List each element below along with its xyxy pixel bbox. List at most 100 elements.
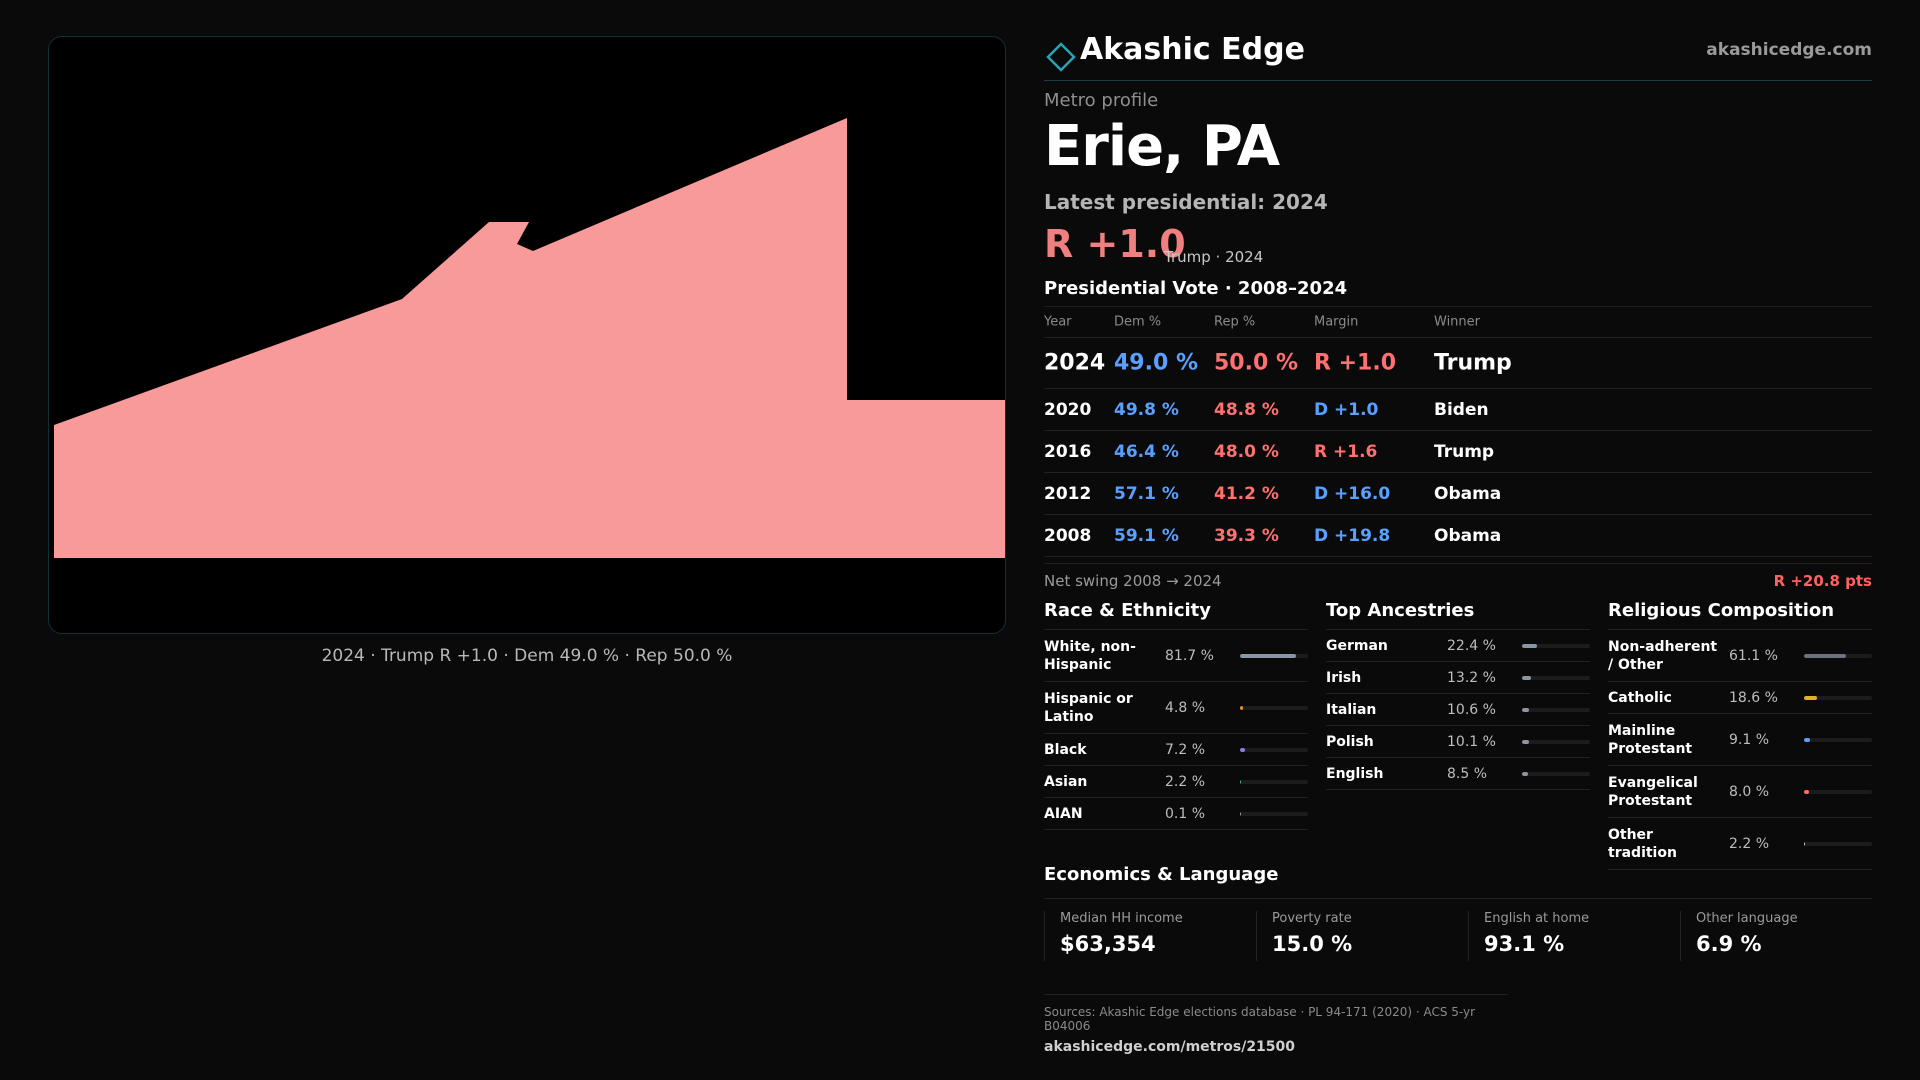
header-winner: Winner [1434, 314, 1481, 330]
brand-header: Akashic Edge akashicedge.com [1044, 32, 1872, 81]
stat-label: Catholic [1608, 689, 1672, 706]
stat-bar [1804, 789, 1872, 794]
row-dem: 59.1 % [1114, 525, 1179, 546]
stat-row: Mainline Protestant 9.1 % [1608, 714, 1872, 766]
stat-row: Black 7.2 % [1044, 734, 1308, 766]
stat-bar [1522, 707, 1590, 712]
econ-poverty: Poverty rate 15.0 % [1256, 911, 1468, 961]
county-map[interactable] [49, 37, 1006, 634]
stat-label: German [1326, 637, 1388, 654]
vote-table-title: Presidential Vote · 2008–2024 [1044, 278, 1348, 299]
latest-margin: R +1.0 [1044, 222, 1186, 266]
county-shape[interactable] [54, 118, 1006, 558]
stat-label: Italian [1326, 701, 1377, 718]
row-margin: D +19.8 [1314, 525, 1391, 546]
table-row[interactable]: 2008 59.1 % 39.3 % D +19.8 Obama [1044, 515, 1872, 557]
stat-label: Black [1044, 741, 1087, 758]
row-margin: R +1.6 [1314, 441, 1378, 462]
brand-name: Akashic Edge [1080, 32, 1305, 67]
stat-value: 22.4 % [1447, 637, 1496, 654]
stat-value: 81.7 % [1165, 647, 1214, 664]
row-rep: 39.3 % [1214, 525, 1279, 546]
stat-value: 10.1 % [1447, 733, 1496, 750]
header-dem: Dem % [1114, 314, 1162, 330]
stat-value: 0.1 % [1165, 805, 1206, 822]
economics-row: Median HH income $63,354 Poverty rate 15… [1044, 898, 1872, 967]
stat-row: Non-adherent / Other 61.1 % [1608, 630, 1872, 682]
stat-label: AIAN [1044, 805, 1083, 822]
stat-bar [1522, 739, 1590, 744]
stat-bar-fill [1240, 705, 1244, 710]
row-winner: Obama [1434, 483, 1502, 504]
religion-title: Religious Composition [1608, 600, 1835, 621]
header-margin: Margin [1314, 314, 1359, 330]
stat-label: White, non-Hispanic [1044, 638, 1136, 673]
stat-bar-fill [1522, 771, 1528, 776]
latest-label: Latest presidential: 2024 [1044, 190, 1328, 214]
stat-row: Italian 10.6 % [1326, 694, 1590, 726]
stat-label: Polish [1326, 733, 1374, 750]
row-winner: Trump [1434, 441, 1495, 462]
stat-label: Mainline Protestant [1608, 722, 1693, 757]
stat-label: Non-adherent / Other [1608, 638, 1718, 673]
stat-bar-fill [1804, 789, 1810, 794]
stat-bar [1522, 675, 1590, 680]
stat-bar [1804, 653, 1872, 658]
stat-value: 4.8 % [1165, 699, 1206, 716]
econ-value: 93.1 % [1484, 932, 1565, 956]
stat-bar-fill [1522, 643, 1538, 648]
stat-bar-fill [1240, 747, 1245, 752]
econ-label: Poverty rate [1272, 911, 1352, 926]
stat-bar [1804, 841, 1872, 846]
econ-value: 15.0 % [1272, 932, 1353, 956]
page-title: Erie, PA [1044, 114, 1280, 179]
sources-text: Sources: Akashic Edge elections database… [1044, 1005, 1476, 1033]
stat-bar-fill [1804, 695, 1817, 700]
stat-bar-fill [1240, 811, 1242, 816]
stat-bar [1804, 695, 1872, 700]
stat-bar [1240, 653, 1308, 658]
stat-bar-fill [1804, 737, 1811, 742]
latest-winner: Trump · 2024 [1164, 248, 1264, 266]
stat-bar [1240, 705, 1308, 710]
row-rep: 41.2 % [1214, 483, 1279, 504]
row-year: 2008 [1044, 525, 1092, 546]
stat-bar-fill [1522, 739, 1529, 744]
row-rep: 48.8 % [1214, 399, 1279, 420]
page-eyebrow: Metro profile [1044, 90, 1159, 111]
table-row[interactable]: 2020 49.8 % 48.8 % D +1.0 Biden [1044, 389, 1872, 431]
race-title: Race & Ethnicity [1044, 600, 1211, 621]
net-swing-label: Net swing 2008 → 2024 [1044, 572, 1222, 590]
stat-label: Other tradition [1608, 826, 1677, 861]
religion-section: Religious Composition Non-adherent / Oth… [1608, 600, 1872, 870]
row-rep: 48.0 % [1214, 441, 1279, 462]
stat-value: 61.1 % [1729, 647, 1778, 664]
stat-bar-fill [1804, 653, 1846, 658]
table-row[interactable]: 2024 49.0 % 50.0 % R +1.0 Trump [1044, 338, 1872, 389]
row-dem: 46.4 % [1114, 441, 1179, 462]
row-winner: Biden [1434, 399, 1489, 420]
row-dem: 57.1 % [1114, 483, 1179, 504]
table-row[interactable]: 2016 46.4 % 48.0 % R +1.6 Trump [1044, 431, 1872, 473]
row-year: 2020 [1044, 399, 1092, 420]
stat-row: Polish 10.1 % [1326, 726, 1590, 758]
stat-value: 18.6 % [1729, 689, 1778, 706]
stat-value: 7.2 % [1165, 741, 1206, 758]
stat-bar-fill [1240, 779, 1242, 784]
stat-value: 8.0 % [1729, 783, 1770, 800]
row-year: 2016 [1044, 441, 1092, 462]
map-panel[interactable] [48, 36, 1006, 634]
row-dem: 49.0 % [1114, 350, 1198, 376]
stat-row: AIAN 0.1 % [1044, 798, 1308, 830]
header-year: Year [1044, 314, 1072, 330]
stat-row: Irish 13.2 % [1326, 662, 1590, 694]
table-row[interactable]: 2012 57.1 % 41.2 % D +16.0 Obama [1044, 473, 1872, 515]
stat-value: 10.6 % [1447, 701, 1496, 718]
row-margin: R +1.0 [1314, 350, 1397, 376]
stat-bar [1804, 737, 1872, 742]
metro-link[interactable]: akashicedge.com/metros/21500 [1044, 1039, 1296, 1055]
stat-label: Irish [1326, 669, 1362, 686]
stat-row: Hispanic or Latino 4.8 % [1044, 682, 1308, 734]
econ-english: English at home 93.1 % [1468, 911, 1680, 961]
brand-url-link[interactable]: akashicedge.com [1706, 40, 1872, 60]
